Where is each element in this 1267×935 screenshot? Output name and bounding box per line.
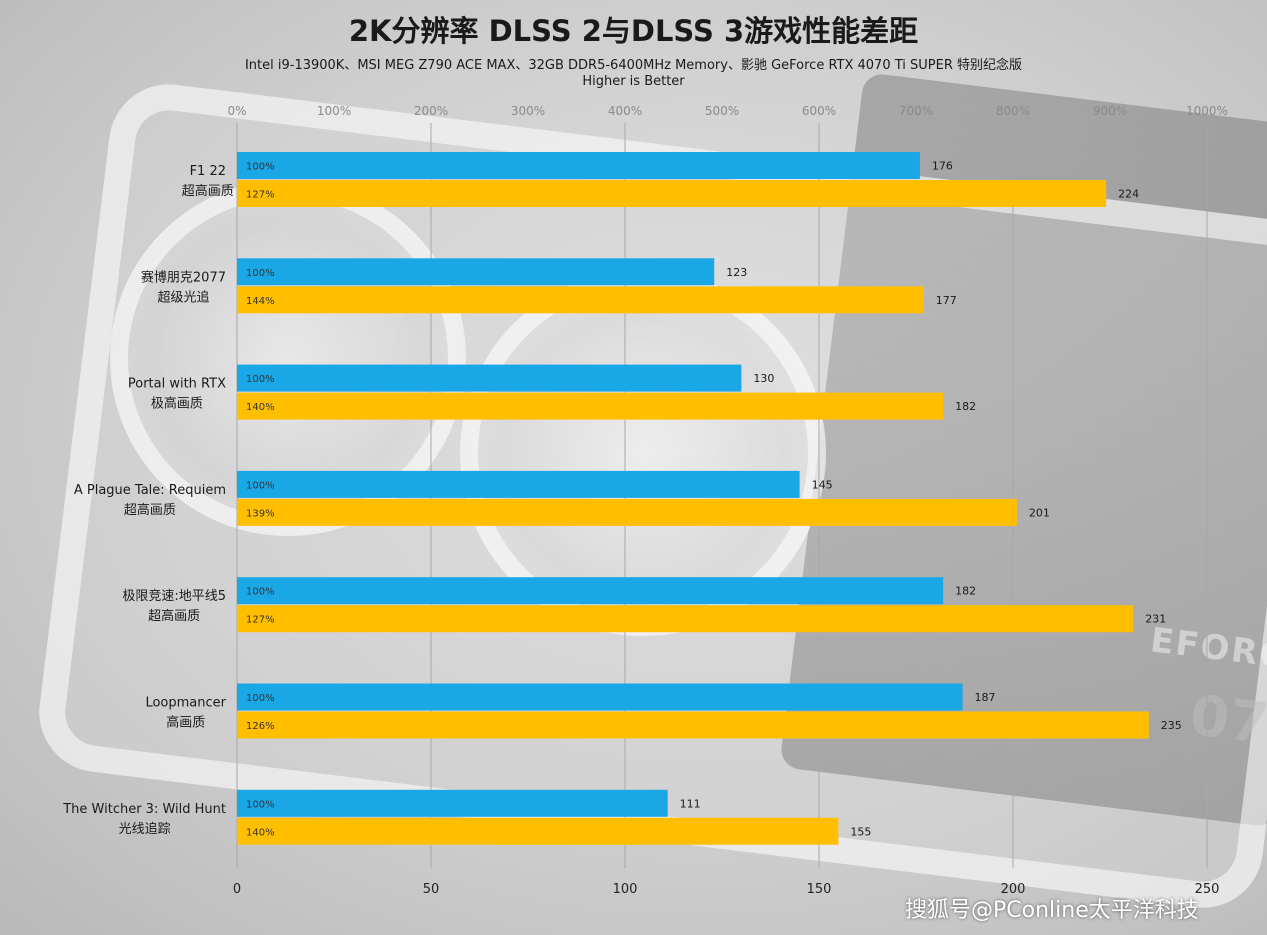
data-label: 123	[726, 266, 747, 279]
bar	[237, 180, 1107, 207]
bar	[237, 498, 1017, 526]
category-name: 极限竞速:地平线5	[122, 588, 226, 604]
x-tick-label: 100	[613, 882, 638, 897]
bar	[237, 711, 1149, 739]
bar	[237, 364, 742, 392]
bar-percent-label: 139%	[246, 508, 275, 519]
category-setting: 光线追踪	[119, 821, 171, 837]
bar-percent-label: 100%	[246, 693, 275, 704]
bar-percent-label: 100%	[246, 799, 275, 810]
data-label: 155	[850, 825, 871, 838]
category-name: 赛博朋克2077	[141, 269, 226, 285]
bar-percent-label: 140%	[246, 402, 275, 413]
x2-tick-label: 800%	[996, 104, 1030, 118]
bar	[237, 470, 800, 498]
chart-title: 2K分辨率 DLSS 2与DLSS 3游戏性能差距	[348, 14, 919, 48]
x-tick-label: 0	[233, 882, 241, 897]
bar-percent-label: 140%	[246, 827, 275, 838]
data-label: 177	[936, 294, 957, 307]
data-label: 201	[1029, 506, 1050, 519]
bar-percent-label: 100%	[246, 374, 275, 385]
data-label: 231	[1145, 613, 1166, 626]
x2-tick-label: 600%	[802, 104, 836, 118]
bar-percent-label: 126%	[246, 721, 275, 732]
category-name: The Witcher 3: Wild Hunt	[62, 802, 226, 817]
bar-percent-label: 127%	[246, 615, 275, 626]
x2-tick-label: 100%	[317, 104, 351, 118]
bar	[237, 392, 944, 420]
bar	[237, 683, 963, 711]
bar-percent-label: 100%	[246, 268, 275, 279]
x2-tick-label: 1000%	[1186, 104, 1228, 118]
data-label: 130	[753, 372, 774, 385]
bar	[237, 817, 839, 845]
bars-group: 100% 176 127% 224 100% 123 144% 177 100% 130 140% 1…	[237, 152, 1182, 845]
category-setting: 高画质	[166, 715, 205, 731]
x2-tick-label: 400%	[608, 104, 642, 118]
x2-tick-label: 300%	[511, 104, 545, 118]
data-label: 145	[812, 478, 833, 491]
top-axis-ticks: 0% 100% 200% 300% 400% 500% 600% 700% 800% 900% 10…	[227, 104, 1228, 118]
bar	[237, 258, 715, 286]
category-setting: 极高画质	[151, 396, 203, 412]
x-tick-label: 150	[807, 882, 832, 897]
category-setting: 超高画质	[148, 608, 200, 624]
data-label: 182	[955, 400, 976, 413]
x-tick-label: 200	[1001, 882, 1026, 897]
data-label: 176	[932, 160, 953, 173]
x2-tick-label: 500%	[705, 104, 739, 118]
category-setting: 超高画质	[182, 183, 234, 199]
category-setting: 超高画质	[124, 502, 176, 518]
bar	[237, 152, 920, 179]
x-tick-label: 50	[423, 882, 440, 897]
watermark: 搜狐号@PConline太平洋科技	[905, 898, 1199, 923]
bar-percent-label: 127%	[246, 190, 275, 201]
data-label: 235	[1161, 719, 1182, 732]
data-label: 111	[680, 797, 701, 810]
data-label: 187	[975, 691, 996, 704]
x2-tick-label: 0%	[227, 104, 246, 118]
x2-tick-label: 900%	[1093, 104, 1127, 118]
bar-percent-label: 144%	[246, 296, 275, 307]
data-label: 182	[955, 585, 976, 598]
category-name: Portal with RTX	[128, 377, 226, 392]
category-name: A Plague Tale: Requiem	[74, 483, 226, 498]
bottom-axis-ticks: 0 50 100 150 200 250	[233, 882, 1220, 897]
bar	[237, 577, 944, 605]
x2-tick-label: 200%	[414, 104, 448, 118]
bar-percent-label: 100%	[246, 587, 275, 598]
x-tick-label: 250	[1195, 882, 1220, 897]
category-setting: 超级光追	[157, 289, 209, 305]
chart-subtitle: Intel i9-13900K、MSI MEG Z790 ACE MAX、32G…	[244, 58, 1023, 73]
chart-subtitle-note: Higher is Better	[582, 74, 685, 89]
bar	[237, 286, 924, 314]
bar-percent-label: 100%	[246, 162, 275, 173]
bar	[237, 789, 668, 817]
category-name: F1 22	[190, 164, 226, 179]
data-label: 224	[1118, 188, 1139, 201]
x2-tick-label: 700%	[899, 104, 933, 118]
category-name: Loopmancer	[145, 696, 226, 711]
bar-percent-label: 100%	[246, 480, 275, 491]
bar	[237, 605, 1134, 633]
